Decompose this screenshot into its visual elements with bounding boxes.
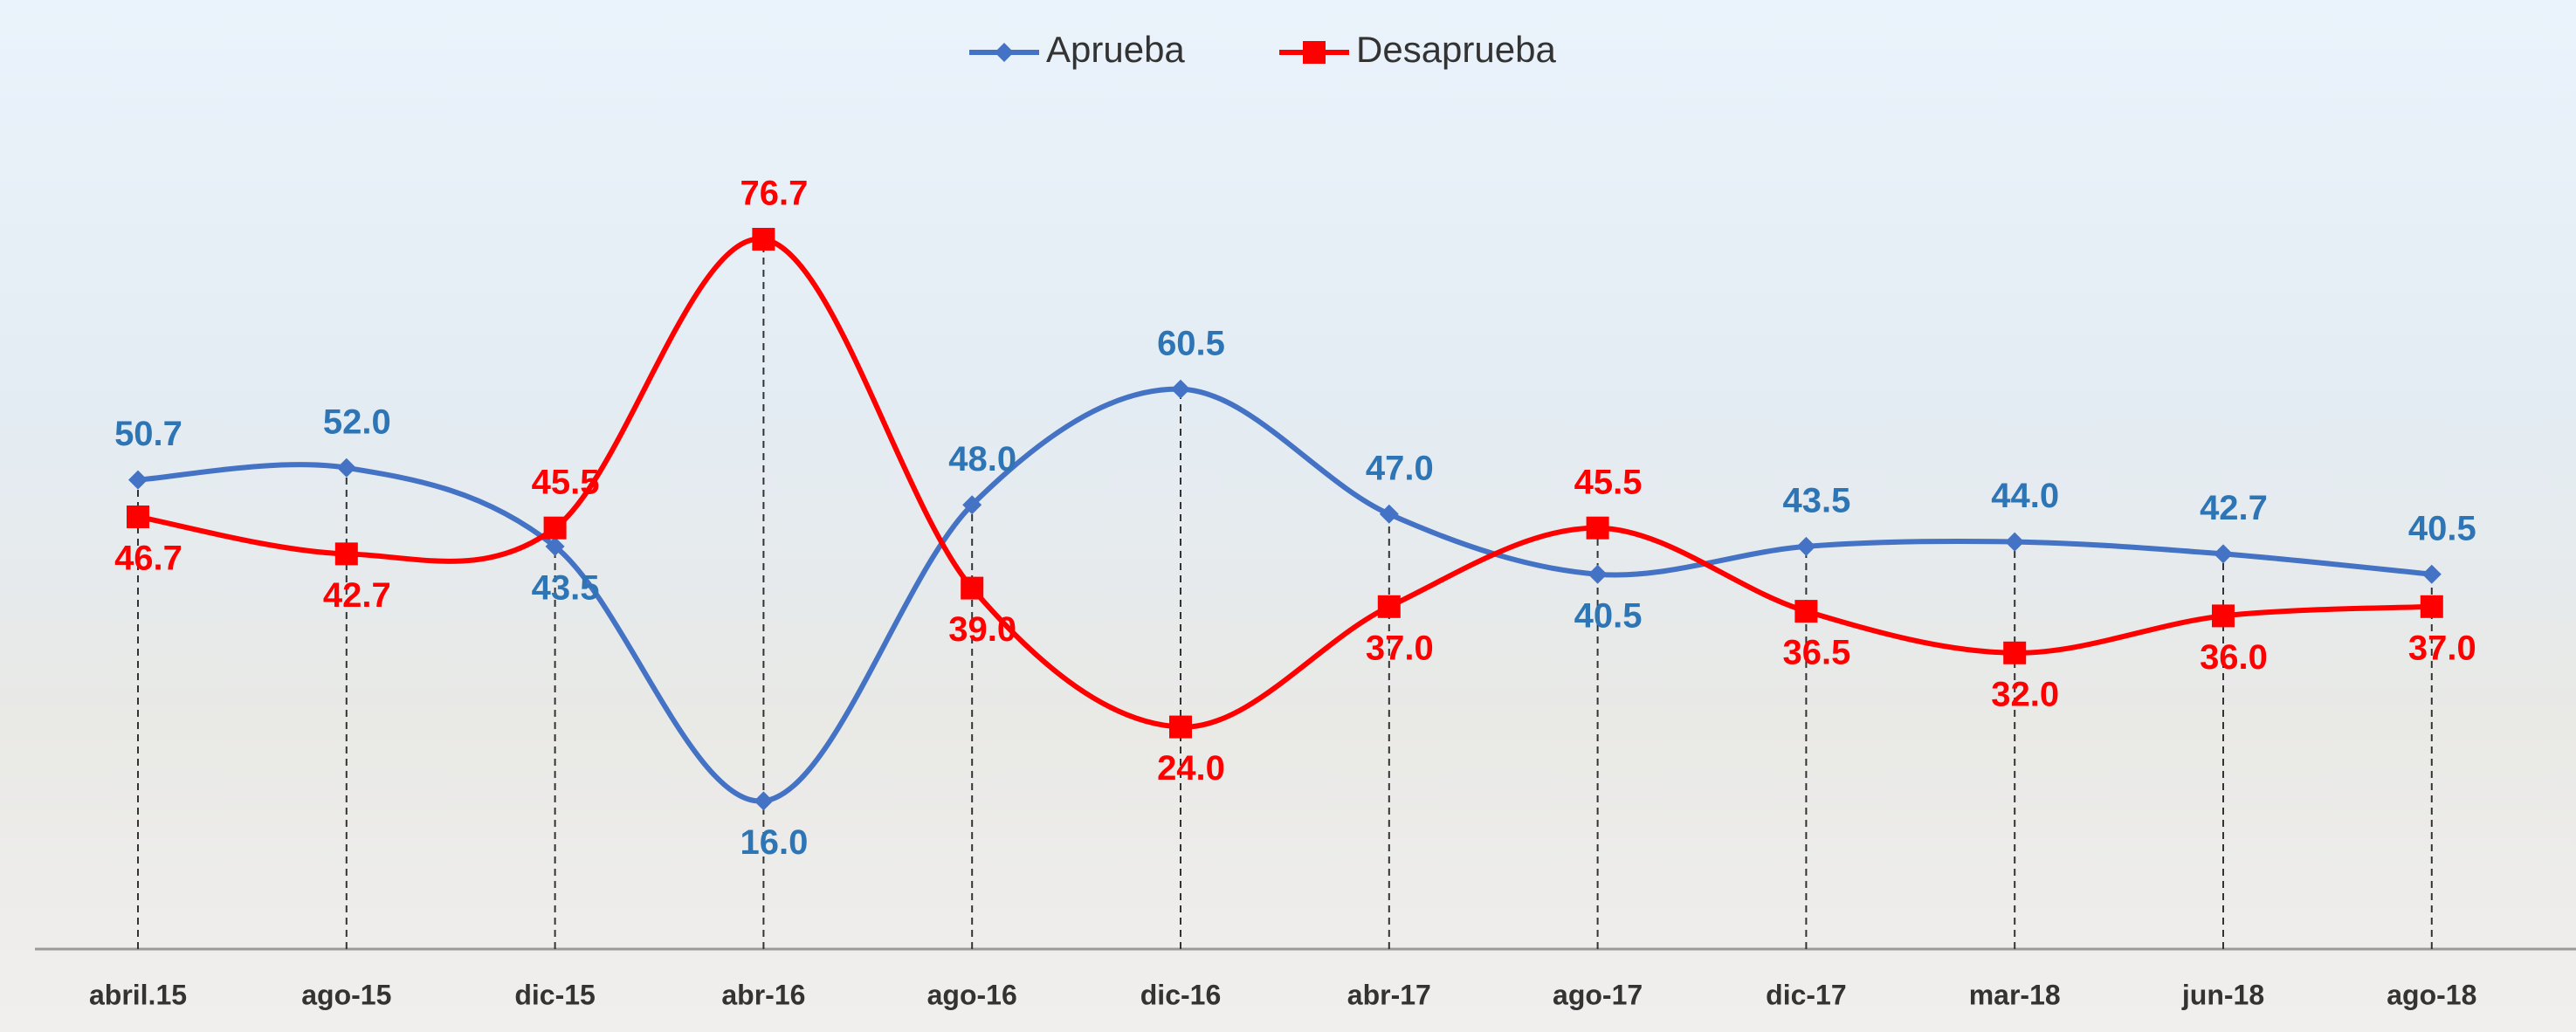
chart: abril.15 ago-15 dic-15 abr-16 ago-16 dic-16 ab… [0, 0, 2576, 1032]
data-label: 36.0 [2200, 638, 2268, 677]
data-label: 52.0 [323, 402, 391, 441]
x-tick-label: ago-16 [927, 979, 1017, 1010]
data-label: 32.0 [1991, 675, 2059, 713]
data-label: 45.5 [1574, 463, 1643, 501]
data-label: 60.5 [1157, 324, 1225, 362]
point [127, 506, 149, 528]
point [752, 228, 775, 251]
data-label: 40.5 [1574, 596, 1643, 635]
data-label: 37.0 [1366, 629, 1434, 667]
legend-marker [1303, 41, 1326, 64]
x-tick-label: dic-16 [1140, 979, 1221, 1010]
point [2421, 595, 2443, 618]
data-label: 44.0 [1991, 477, 2059, 515]
data-label: 43.5 [532, 568, 600, 607]
point [544, 517, 567, 540]
background [0, 0, 2576, 1032]
x-tick-label: abr-17 [1347, 979, 1431, 1010]
data-label: 42.7 [2200, 489, 2268, 527]
x-tick-label: ago-17 [1553, 979, 1643, 1010]
point [2003, 642, 2026, 664]
data-label: 76.7 [740, 175, 808, 213]
x-tick-label: dic-15 [514, 979, 595, 1010]
legend-label: Desaprueba [1356, 29, 1556, 70]
point [335, 542, 358, 565]
data-label: 46.7 [114, 540, 183, 578]
point [1378, 595, 1401, 618]
data-label: 50.7 [114, 415, 183, 453]
x-tick-label: ago-18 [2387, 979, 2476, 1010]
data-label: 47.0 [1366, 449, 1434, 487]
data-label: 24.0 [1157, 749, 1225, 788]
x-tick-label: jun-18 [2181, 979, 2264, 1010]
data-label: 37.0 [2408, 629, 2476, 667]
point [1587, 517, 1609, 540]
x-tick-label: mar-18 [1969, 979, 2061, 1010]
x-tick-label: dic-17 [1766, 979, 1846, 1010]
x-tick-label: ago-15 [301, 979, 391, 1010]
point [2212, 604, 2235, 627]
point [1794, 600, 1817, 623]
legend-label: Aprueba [1046, 29, 1185, 70]
data-label: 48.0 [948, 440, 1016, 478]
data-label: 43.5 [1782, 481, 1850, 519]
point [961, 577, 983, 600]
data-label: 16.0 [740, 823, 808, 862]
data-label: 36.5 [1782, 634, 1850, 672]
data-label: 39.0 [948, 610, 1016, 649]
point [1169, 716, 1192, 739]
x-tick-label: abril.15 [89, 979, 187, 1010]
page: abril.15 ago-15 dic-15 abr-16 ago-16 dic-16 ab… [0, 0, 2576, 1032]
data-label: 40.5 [2408, 509, 2476, 547]
data-label: 42.7 [323, 576, 391, 615]
x-tick-label: abr-16 [721, 979, 805, 1010]
data-label: 45.5 [532, 463, 600, 501]
